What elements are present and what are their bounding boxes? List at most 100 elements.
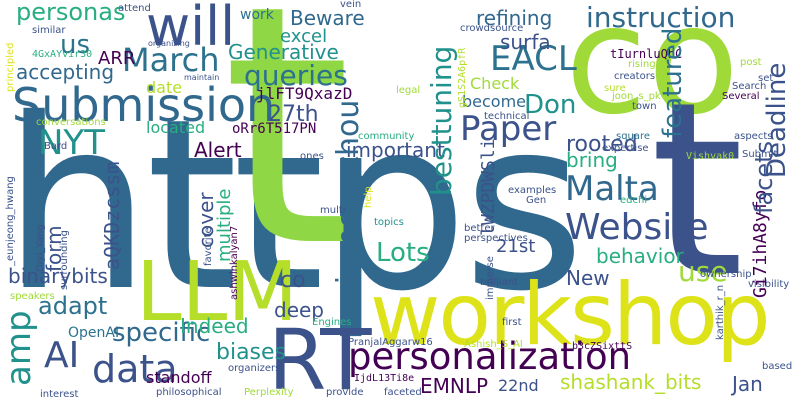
word-help: help [363,186,374,208]
word-workshop: workshop [370,265,771,365]
word-personalization: personalization [348,335,632,378]
word-work: work [240,7,274,23]
word-post: post [740,57,762,68]
word-Don: Don [524,90,577,120]
word-Search: Search [732,81,767,92]
word-shashank-bits: shashank_bits [560,370,702,394]
word-located: located [146,118,206,137]
word-Submit: Submit [742,149,778,160]
word-speakers: speakers [10,291,55,302]
word-important: important [346,138,445,162]
word-use: use [678,255,728,288]
word-multi: multi [320,205,346,216]
word-organizers: organizers [228,363,281,374]
word-immerse: immerse [485,256,496,300]
word-rising: rising [628,59,656,70]
word-OpenAI: OpenAI [68,325,120,341]
word-ARR: ARR [98,48,136,69]
word-interest: interest [40,389,79,400]
word-creators: creators [614,71,656,82]
word-faceted: faceted [384,387,422,398]
word-amp: amp [0,310,39,386]
word-gS1S2A6pfR: gS1S2A6pfR [457,47,468,108]
word-Jan: Jan [732,372,763,396]
word-crowdsource: crowdsource [460,23,524,34]
word-4GxAYvir30: 4GxAYvir30 [32,49,93,60]
word-principled: principled [5,42,16,92]
word-LLM: LLM [136,245,299,340]
word-specific: specific [112,318,211,348]
word-t-right: t [650,50,745,330]
word-lWZPDWSli: lWZPDWSli [478,138,499,236]
word-eunjeong-hwang: _eunjeong_hwang [5,176,16,266]
word-Several: Several [722,91,760,102]
word-March: March [122,41,220,79]
word-perspectives: perspectives [464,233,528,244]
word-similar: similar [32,25,66,36]
word-IjdL13Ti8e: IjdL13Ti8e [354,373,415,384]
word-Check: Check [470,74,520,93]
word-vein: vein [340,0,362,10]
word-Engines: Engines [312,317,352,328]
word-xiamengzhou: xiamengzhou [331,99,366,302]
word-oRr6T517PN: oRr6T517PN [232,121,317,137]
word-RT: RT [268,311,372,400]
word-Diyi-Yang: Diyi_Yang [35,224,46,272]
word-PranjalAggarw16: PranjalAggarw16 [348,337,433,348]
word-philosophical: philosophical [156,387,222,398]
word-Ashish-S-AI: Ashish_S_AI [464,339,523,350]
word-behavior: behavior [596,244,684,268]
word-will: will [146,0,236,58]
word-standoff: standoff [146,368,212,387]
word-town: town [632,101,657,112]
word-bring: bring [566,148,618,172]
word-us: us [60,30,91,60]
word-aspects: aspects [734,131,773,142]
word-organizing: organizing [148,39,190,48]
word-aQKDzcssm: aQKDzcssm [100,161,124,270]
word-biases: biases [216,340,287,365]
word-27th: 27th [268,102,319,127]
word-ashwinkalyan7: ashwinkalyan7 [229,225,240,300]
word-Bard: Bard [44,141,68,152]
word-deep: deep [274,298,324,322]
word-brilliant: brilliant [480,277,518,288]
word-Beware: Beware [290,6,365,30]
word-Lots: Lots [376,238,430,268]
word-ones: ones [300,151,324,162]
word-tIurnluQbC: tIurnluQbC [610,47,683,61]
word-first: first [502,317,522,328]
word-queries: queries [244,59,348,92]
word-b3cZSixttS: b3cZSixttS [572,341,633,352]
word-Alert: Alert [194,138,242,162]
word-AI: AI [44,335,80,376]
word-https: https [2,68,585,343]
word-legal: legal [396,85,421,96]
word-become: become [462,92,527,111]
word-favorite: favorite [203,227,214,266]
word-rooted: rooted [566,132,638,157]
word-visibility: visibility [748,279,790,290]
word-community: community [358,131,415,142]
word-Perplexity: Perplexity [244,387,294,398]
word-excel: excel [280,26,328,47]
word-Vishvak0: Vishvak0 [686,151,735,162]
word-set: set [758,73,774,84]
word-Gen: Gen [526,195,547,206]
word-EACL: EACL [490,39,577,79]
word-featured: featured [658,27,688,138]
word-Generative: Generative [228,40,339,64]
word-adapt: adapt [38,292,108,320]
word-Paper: Paper [460,109,557,149]
word-date: date [146,78,183,97]
word-instruction: instruction [586,1,736,34]
word-expertise: expertise [602,143,649,154]
word-EMNLP: EMNLP [420,374,489,398]
word-Website: Website [565,207,709,248]
word-facets: facets [750,140,778,214]
word-edchi: edchi [620,195,648,206]
word-New: New [566,266,610,290]
word-maintain: maintain [184,73,220,82]
word-based: based [762,361,793,372]
